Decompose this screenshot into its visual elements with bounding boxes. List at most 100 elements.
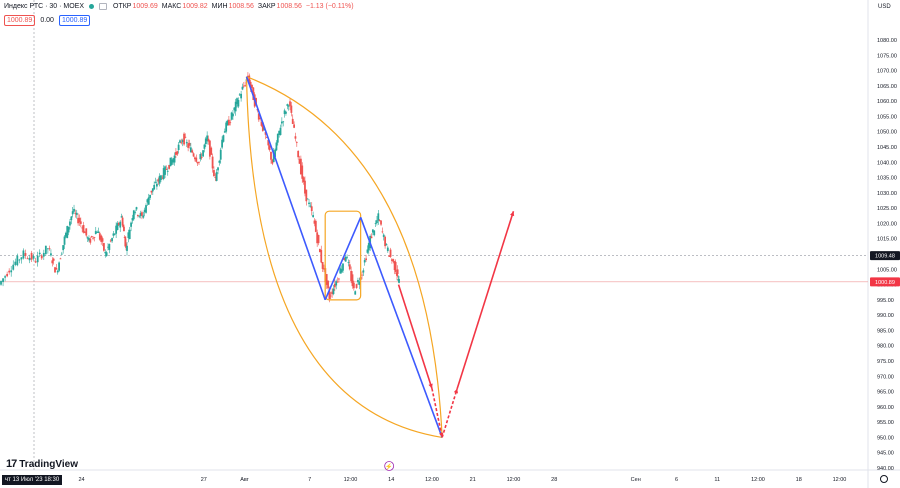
candle-body bbox=[146, 199, 149, 203]
candle-body bbox=[93, 237, 96, 239]
candle-body bbox=[207, 138, 210, 142]
candle-body bbox=[155, 183, 158, 187]
candle-body bbox=[70, 216, 73, 221]
candle-body bbox=[46, 248, 49, 250]
candle-body bbox=[380, 220, 382, 225]
buy-button[interactable]: 1000.89 bbox=[58, 15, 91, 26]
candle-body bbox=[248, 75, 251, 85]
candle-body bbox=[139, 212, 142, 216]
candle-body bbox=[73, 208, 75, 212]
candle-body bbox=[373, 230, 376, 236]
candle-body bbox=[97, 231, 100, 233]
open-label: ОТКР bbox=[113, 3, 132, 10]
chart-settings-icon[interactable] bbox=[99, 3, 107, 10]
tradingview-logo[interactable]: 17 TradingView bbox=[6, 458, 78, 470]
candle-body bbox=[242, 85, 245, 87]
candle-body bbox=[259, 117, 262, 120]
candle-body bbox=[385, 244, 388, 245]
candle-body bbox=[62, 245, 65, 251]
candle-body bbox=[160, 175, 162, 181]
candle-body bbox=[374, 223, 377, 224]
candle-body bbox=[285, 111, 287, 114]
x-tick-label: 14 bbox=[388, 477, 394, 483]
candle-body bbox=[24, 253, 27, 256]
arc-drawing bbox=[245, 76, 443, 439]
candle-body bbox=[107, 246, 109, 248]
candle-body bbox=[96, 232, 99, 233]
currency-label[interactable]: USD bbox=[878, 4, 891, 10]
y-tick-label: 1005.00 bbox=[877, 267, 897, 273]
candle-body bbox=[395, 272, 398, 275]
candle-body bbox=[168, 164, 171, 169]
candle-body bbox=[249, 81, 252, 88]
candle-body bbox=[335, 281, 338, 286]
y-tick-label: 1045.00 bbox=[877, 145, 897, 151]
candle-body bbox=[75, 212, 78, 215]
sell-button[interactable]: 1000.89 bbox=[4, 15, 36, 26]
candle-body bbox=[264, 131, 267, 135]
candle-body bbox=[59, 258, 62, 260]
candle-body bbox=[214, 176, 217, 178]
candle-body bbox=[257, 113, 260, 120]
x-tick-label: Авг bbox=[240, 477, 249, 483]
candle-body bbox=[100, 235, 103, 242]
candle-body bbox=[14, 261, 17, 265]
candle-body bbox=[316, 232, 319, 244]
candle-body bbox=[347, 262, 350, 264]
gear-icon[interactable] bbox=[880, 475, 888, 483]
symbol-name[interactable]: Индекс РТС · 30 · MOEX bbox=[4, 3, 84, 10]
candle-body bbox=[149, 194, 152, 198]
candle-body bbox=[384, 236, 386, 247]
candle-body bbox=[365, 258, 367, 260]
red-arrow-head bbox=[510, 211, 515, 217]
y-tick-label: 955.00 bbox=[877, 420, 894, 426]
candle-body bbox=[302, 177, 305, 183]
red-dashed-line bbox=[441, 388, 458, 438]
candle-body bbox=[287, 105, 290, 107]
candle-body bbox=[2, 278, 4, 283]
candle-body bbox=[237, 100, 240, 107]
candle-body bbox=[121, 217, 124, 226]
candle-body bbox=[55, 267, 58, 270]
candle-body bbox=[158, 175, 161, 184]
candle-body bbox=[32, 255, 35, 259]
spread-value: 0.00 bbox=[40, 17, 54, 24]
candle-body bbox=[363, 260, 366, 263]
candle-body bbox=[240, 93, 243, 99]
candle-body bbox=[64, 232, 67, 237]
candle-body bbox=[176, 151, 179, 155]
candle-body bbox=[51, 260, 54, 264]
tradingview-mark-icon: 17 bbox=[6, 458, 17, 470]
x-tick-label: 12:00 bbox=[344, 477, 358, 483]
candle-body bbox=[115, 225, 118, 234]
candle-body bbox=[42, 252, 45, 257]
candle-body bbox=[314, 220, 317, 232]
candle-body bbox=[119, 221, 122, 228]
candle-body bbox=[279, 127, 282, 136]
candle-body bbox=[79, 221, 82, 224]
candle-body bbox=[104, 251, 107, 254]
candle-body bbox=[312, 215, 315, 217]
candle-body bbox=[382, 234, 385, 237]
candle-body bbox=[147, 197, 150, 205]
candle-body bbox=[358, 281, 361, 285]
candle-body bbox=[381, 231, 384, 233]
candle-body bbox=[306, 198, 309, 200]
candle-body bbox=[56, 270, 59, 273]
y-tick-label: 1065.00 bbox=[877, 84, 897, 90]
y-tick-label: 1080.00 bbox=[877, 38, 897, 44]
y-tick-label: 1025.00 bbox=[877, 206, 897, 212]
price-tag-label: 1009.48 bbox=[875, 254, 895, 260]
candle-body bbox=[113, 233, 116, 235]
candle-body bbox=[317, 234, 320, 244]
candle-body bbox=[304, 180, 306, 194]
candle-body bbox=[320, 250, 323, 263]
candle-body bbox=[185, 142, 188, 144]
candle-body bbox=[327, 280, 329, 289]
candle-body bbox=[145, 205, 147, 213]
candle-body bbox=[227, 119, 230, 126]
candle-body bbox=[6, 273, 9, 277]
candle-body bbox=[232, 113, 234, 117]
candle-body bbox=[34, 261, 37, 263]
